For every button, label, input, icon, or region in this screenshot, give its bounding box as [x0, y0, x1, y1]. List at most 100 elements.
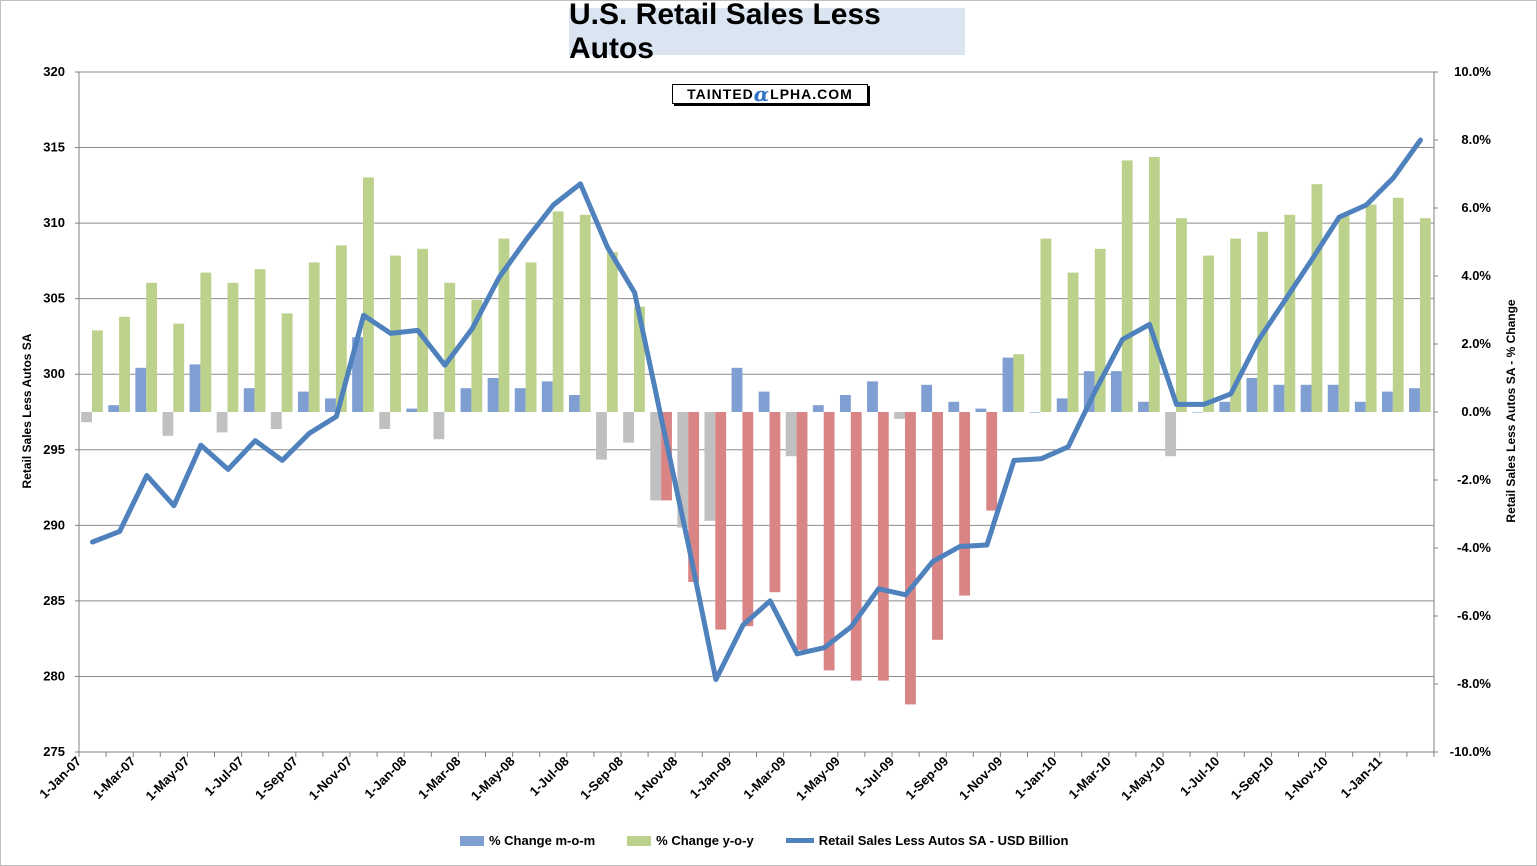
bar-yoy — [1257, 231, 1269, 412]
bar-yoy — [525, 262, 537, 412]
left-tick-label: 290 — [43, 517, 65, 532]
x-tick-label: 1-Sep-07 — [252, 754, 301, 803]
bar-yoy — [92, 330, 103, 412]
bar-yoy — [932, 412, 943, 640]
bar-yoy — [471, 299, 483, 412]
bar-mom — [975, 408, 987, 412]
bar-mom — [487, 378, 499, 412]
x-tick-label: 1-Mar-09 — [740, 754, 788, 802]
line-series — [90, 137, 1423, 682]
right-tick-label: -10.0% — [1450, 744, 1492, 759]
x-tick-label: 1-Jan-08 — [361, 754, 409, 802]
bar-mom — [1219, 401, 1231, 412]
right-tick-label: 2.0% — [1461, 336, 1491, 351]
bar-mom — [894, 412, 906, 419]
bar-mom — [704, 412, 716, 521]
right-tick-label: -8.0% — [1457, 676, 1491, 691]
bar-yoy — [552, 211, 564, 412]
right-tick-label: -2.0% — [1457, 472, 1491, 487]
bar-yoy — [1013, 354, 1025, 412]
legend-item-mom: % Change m-o-m — [460, 833, 595, 848]
x-tick-label: 1-Mar-08 — [415, 754, 463, 802]
bar-yoy — [905, 412, 916, 705]
left-tick-label: 320 — [43, 64, 65, 79]
bar-yoy — [1419, 218, 1431, 412]
bar-yoy — [1284, 214, 1296, 412]
bar-mom — [1327, 384, 1339, 412]
bar-mom — [433, 412, 445, 440]
bar-yoy — [1203, 255, 1214, 412]
bar-yoy — [308, 262, 320, 412]
left-tick-label: 295 — [43, 442, 65, 457]
bar-yoy — [146, 282, 158, 412]
x-tick-label: 1-May-08 — [468, 754, 518, 804]
x-tick-label: 1-Jul-10 — [1177, 754, 1222, 799]
chart-title-box: U.S. Retail Sales Less Autos — [569, 0, 965, 65]
right-tick-label: -6.0% — [1457, 608, 1491, 623]
bar-mom — [325, 398, 336, 412]
x-tick-label: 1-Mar-07 — [90, 754, 138, 802]
bar-yoy — [1040, 238, 1052, 412]
x-tick-label: 1-Sep-08 — [577, 754, 626, 803]
x-tick-label: 1-Jan-07 — [36, 754, 84, 802]
x-tick-label: 1-Nov-09 — [956, 754, 1005, 803]
bar-mom — [1056, 398, 1068, 412]
x-tick-label: 1-Jul-07 — [201, 754, 246, 799]
x-tick-label: 1-Mar-10 — [1066, 754, 1114, 802]
bar-yoy — [850, 412, 862, 681]
legend-swatch-line — [785, 838, 814, 843]
bar-mom — [568, 395, 580, 412]
bar-mom — [812, 405, 824, 412]
bar-mom — [216, 412, 228, 433]
x-tick-label: 1-Jan-11 — [1338, 754, 1385, 801]
bar-series — [81, 157, 1431, 705]
legend-swatch-yoy — [627, 835, 652, 846]
bar-mom — [108, 405, 120, 412]
bar-mom — [623, 412, 635, 443]
bar-mom — [1110, 371, 1122, 412]
bar-yoy — [119, 316, 130, 412]
bar-yoy — [1338, 214, 1350, 412]
bar-yoy — [606, 252, 618, 412]
bar-mom — [1138, 401, 1149, 412]
bar-yoy — [363, 177, 374, 412]
bar-yoy — [634, 306, 645, 412]
bar-mom — [1192, 412, 1204, 413]
right-tick-label: 8.0% — [1461, 132, 1491, 147]
bar-mom — [297, 391, 309, 412]
bar-mom — [867, 381, 878, 412]
bar-mom — [1354, 401, 1366, 412]
bar-yoy — [1392, 197, 1404, 412]
gridlines — [79, 71, 1434, 753]
bar-mom — [785, 412, 797, 457]
left-tick-label: 305 — [43, 291, 65, 306]
bar-yoy — [1148, 157, 1160, 412]
bar-mom — [81, 412, 93, 423]
bar-mom — [406, 408, 418, 412]
legend-item-line: Retail Sales Less Autos SA - USD Billion — [785, 833, 1068, 848]
bar-mom — [1300, 384, 1312, 412]
bar-yoy — [715, 412, 727, 630]
x-tick-label: 1-Nov-10 — [1281, 754, 1330, 803]
right-tick-label: 0.0% — [1461, 404, 1491, 419]
bar-mom — [189, 364, 201, 412]
x-tick-label: 1-Jul-09 — [852, 754, 897, 799]
x-tick-label: 1-Sep-10 — [1228, 754, 1277, 803]
left-tick-label: 310 — [43, 215, 65, 230]
left-tick-label: 280 — [43, 668, 65, 683]
brand-logo: TAINTED α LPHA.COM — [672, 84, 868, 104]
bar-yoy — [200, 272, 212, 412]
x-tick-label: 1-Sep-09 — [902, 754, 951, 803]
right-tick-label: -4.0% — [1457, 540, 1491, 555]
x-tick-label: 1-Nov-08 — [631, 754, 680, 803]
bar-mom — [514, 388, 526, 412]
bar-yoy — [769, 412, 781, 593]
line-retail-sales — [90, 137, 1423, 682]
bar-mom — [1165, 412, 1177, 457]
bar-yoy — [1365, 204, 1377, 412]
bar-mom — [677, 412, 689, 528]
axes: 275 280 285 290 295 300 305 310 315 320 -10.0% -8.0… — [36, 64, 1491, 803]
bar-yoy — [823, 412, 835, 671]
bar-mom — [243, 388, 255, 412]
x-tick-label: 1-Nov-07 — [306, 754, 355, 803]
